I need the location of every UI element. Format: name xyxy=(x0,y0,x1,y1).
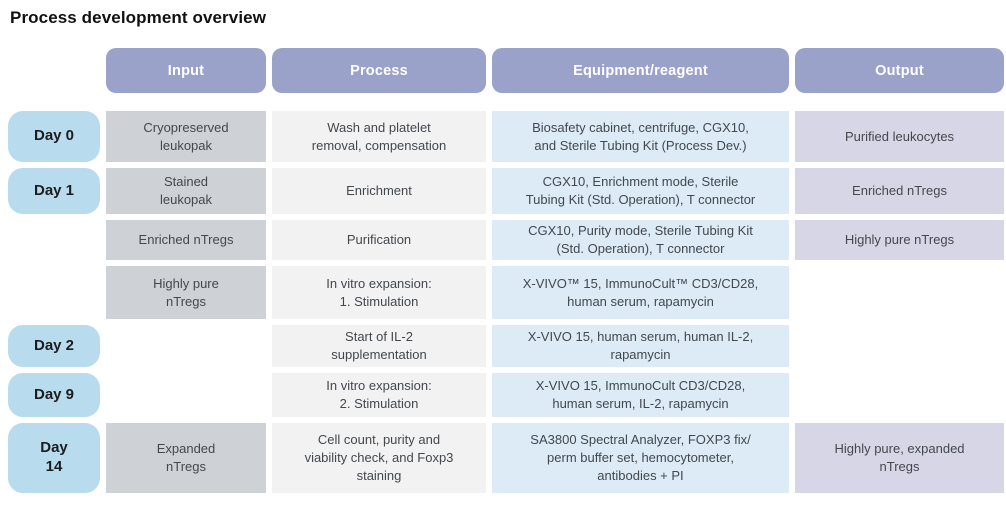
day-badge-day2: Day 2 xyxy=(8,325,100,367)
process-cell-row3: Purification xyxy=(272,220,486,260)
equipment-cell-row4: X-VIVO™ 15, ImmunoCult™ CD3/CD28, human … xyxy=(492,266,789,319)
output-cell-row4 xyxy=(795,266,1004,319)
equipment-cell-day1: CGX10, Enrichment mode, Sterile Tubing K… xyxy=(492,168,789,214)
input-cell-day2 xyxy=(106,325,266,367)
process-cell-day2: Start of IL-2 supplementation xyxy=(272,325,486,367)
output-cell-day14: Highly pure, expanded nTregs xyxy=(795,423,1004,493)
input-cell-day0: Cryopreserved leukopak xyxy=(106,111,266,162)
input-cell-row4: Highly pure nTregs xyxy=(106,266,266,319)
input-cell-day1: Stained leukopak xyxy=(106,168,266,214)
equipment-cell-day9: X-VIVO 15, ImmunoCult CD3/CD28, human se… xyxy=(492,373,789,417)
process-cell-row4: In vitro expansion: 1. Stimulation xyxy=(272,266,486,319)
equipment-cell-day0: Biosafety cabinet, centrifuge, CGX10, an… xyxy=(492,111,789,162)
equipment-cell-row3: CGX10, Purity mode, Sterile Tubing Kit (… xyxy=(492,220,789,260)
column-header-process: Process xyxy=(272,48,486,93)
day-badge-day1: Day 1 xyxy=(8,168,100,214)
output-cell-row3: Highly pure nTregs xyxy=(795,220,1004,260)
day-badge-day14: Day 14 xyxy=(8,423,100,493)
input-cell-day14: Expanded nTregs xyxy=(106,423,266,493)
output-cell-day2 xyxy=(795,325,1004,367)
process-cell-day14: Cell count, purity and viability check, … xyxy=(272,423,486,493)
day-badge-row3 xyxy=(8,220,100,260)
output-cell-day0: Purified leukocytes xyxy=(795,111,1004,162)
process-table: Day 0 Cryopreserved leukopak Wash and pl… xyxy=(8,111,1006,493)
process-cell-day0: Wash and platelet removal, compensation xyxy=(272,111,486,162)
day-badge-day9: Day 9 xyxy=(8,373,100,417)
column-header-output: Output xyxy=(795,48,1004,93)
output-cell-day1: Enriched nTregs xyxy=(795,168,1004,214)
header-spacer xyxy=(8,48,100,93)
input-cell-day9 xyxy=(106,373,266,417)
page-title: Process development overview xyxy=(10,8,267,27)
equipment-cell-day2: X-VIVO 15, human serum, human IL-2, rapa… xyxy=(492,325,789,367)
input-cell-row3: Enriched nTregs xyxy=(106,220,266,260)
day-badge-day0: Day 0 xyxy=(8,111,100,162)
table-header: Input Process Equipment/reagent Output xyxy=(8,48,1006,93)
day-badge-row4 xyxy=(8,266,100,319)
equipment-cell-day14: SA3800 Spectral Analyzer, FOXP3 fix/ per… xyxy=(492,423,789,493)
process-cell-day9: In vitro expansion: 2. Stimulation xyxy=(272,373,486,417)
column-header-input: Input xyxy=(106,48,266,93)
column-header-equipment-reagent: Equipment/reagent xyxy=(492,48,789,93)
output-cell-day9 xyxy=(795,373,1004,417)
process-cell-day1: Enrichment xyxy=(272,168,486,214)
